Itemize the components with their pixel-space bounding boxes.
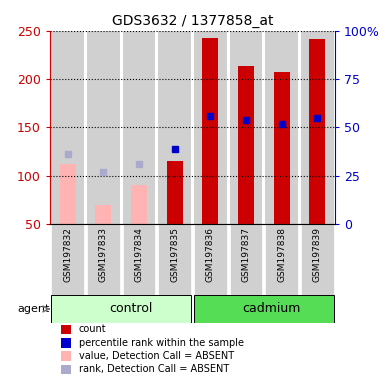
Bar: [95, 205, 112, 224]
Bar: [62, 351, 72, 361]
Bar: [273, 72, 290, 224]
Bar: [62, 338, 72, 348]
Bar: [131, 185, 147, 224]
Bar: [194, 224, 227, 295]
Bar: [52, 31, 84, 224]
Bar: [301, 224, 333, 295]
Bar: [265, 224, 298, 295]
Text: GSM197838: GSM197838: [277, 227, 286, 282]
Bar: [229, 31, 262, 224]
Text: GSM197832: GSM197832: [64, 227, 72, 282]
Bar: [87, 31, 120, 224]
Bar: [194, 295, 333, 323]
Text: percentile rank within the sample: percentile rank within the sample: [79, 338, 244, 348]
Bar: [52, 224, 84, 295]
Bar: [123, 224, 156, 295]
Bar: [265, 31, 298, 224]
Bar: [62, 324, 72, 334]
Bar: [301, 31, 333, 224]
Text: control: control: [109, 303, 152, 316]
Bar: [202, 38, 218, 224]
Bar: [158, 224, 191, 295]
Text: GSM197839: GSM197839: [313, 227, 321, 282]
Text: GSM197835: GSM197835: [170, 227, 179, 282]
Text: GSM197836: GSM197836: [206, 227, 215, 282]
Bar: [123, 31, 156, 224]
Bar: [309, 40, 325, 224]
Bar: [60, 164, 76, 224]
Title: GDS3632 / 1377858_at: GDS3632 / 1377858_at: [112, 14, 273, 28]
Text: GSM197833: GSM197833: [99, 227, 108, 282]
Text: GSM197837: GSM197837: [241, 227, 250, 282]
Bar: [52, 295, 191, 323]
Bar: [167, 161, 183, 224]
Text: GSM197834: GSM197834: [135, 227, 144, 282]
Bar: [194, 31, 227, 224]
Text: agent: agent: [17, 304, 49, 314]
Text: rank, Detection Call = ABSENT: rank, Detection Call = ABSENT: [79, 364, 229, 374]
Text: value, Detection Call = ABSENT: value, Detection Call = ABSENT: [79, 351, 234, 361]
Text: cadmium: cadmium: [243, 303, 301, 316]
Text: count: count: [79, 324, 106, 334]
Bar: [158, 31, 191, 224]
Bar: [62, 364, 72, 374]
Bar: [238, 66, 254, 224]
Bar: [87, 224, 120, 295]
Bar: [229, 224, 262, 295]
